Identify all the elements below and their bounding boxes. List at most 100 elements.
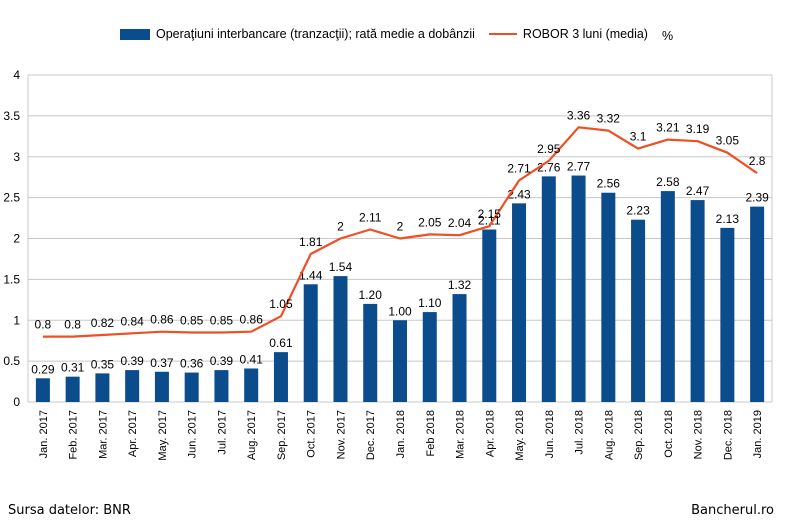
bar-data-label: 2.56 xyxy=(597,177,621,191)
y-tick-label: 2 xyxy=(13,232,20,246)
bar xyxy=(214,370,229,402)
line-data-label: 2 xyxy=(337,220,344,234)
x-tick-label: Apr. 2018 xyxy=(484,410,496,457)
legend-item-line: ROBOR 3 luni (media) xyxy=(488,27,648,41)
x-tick-label: Oct. 2017 xyxy=(306,410,318,458)
bar-data-labels: 0.29 0.31 0.35 0.39 0.37 0.36 0.39 0.41 0.61 1.44… xyxy=(31,160,769,377)
bar-data-label: 1.20 xyxy=(359,288,383,302)
x-tick-label: Jun. 2017 xyxy=(187,410,199,458)
x-tick-label: Oct. 2018 xyxy=(663,410,675,458)
bar-data-label: 2.13 xyxy=(716,212,740,226)
legend-bar-swatch xyxy=(120,28,150,40)
line-data-label: 2.95 xyxy=(537,142,561,156)
legend: Operaţiuni interbancare (tranzacţii); ra… xyxy=(120,27,662,41)
bar xyxy=(333,276,348,402)
x-tick-label: Feb. 2017 xyxy=(68,410,80,460)
bar xyxy=(154,371,169,402)
line-data-label: 0.8 xyxy=(35,318,52,332)
bar-data-label: 0.31 xyxy=(61,361,85,375)
y-tick-label: 1 xyxy=(13,313,20,327)
bar xyxy=(482,229,497,402)
bar xyxy=(35,378,50,402)
line-data-label: 0.86 xyxy=(150,313,174,327)
legend-item-bars: Operaţiuni interbancare (tranzacţii); ra… xyxy=(120,27,475,41)
line-data-label: 3.21 xyxy=(656,121,680,135)
legend-line-label: ROBOR 3 luni (media) xyxy=(522,27,648,41)
y-tick-label: 2.5 xyxy=(3,191,20,205)
bar-data-label: 2.47 xyxy=(686,184,710,198)
x-tick-label: Jun. 2018 xyxy=(544,410,556,458)
line-data-label: 3.19 xyxy=(686,122,710,136)
x-tick-label: Mar. 2018 xyxy=(455,410,467,459)
line-data-label: 2.71 xyxy=(507,161,531,175)
y-tick-label: 1.5 xyxy=(3,272,20,286)
bar-data-label: 1.44 xyxy=(299,268,323,282)
brand-label: Bancherul.ro xyxy=(691,503,774,518)
line-data-label: 2.05 xyxy=(418,215,442,229)
line-data-label: 2.11 xyxy=(359,211,382,225)
bar xyxy=(273,352,288,402)
bar-data-label: 2.77 xyxy=(567,160,591,174)
line-data-label: 1.81 xyxy=(299,235,323,249)
bar-data-label: 0.41 xyxy=(240,352,264,366)
bar-data-label: 2.58 xyxy=(656,175,680,189)
y-tick-label: 4 xyxy=(13,68,20,82)
x-tick-label: Jul. 2018 xyxy=(574,410,586,455)
x-tick-label: Sep. 2017 xyxy=(276,410,288,460)
line-data-label: 2.8 xyxy=(749,154,766,168)
line-data-label: 0.82 xyxy=(91,316,115,330)
x-tick-label: Nov. 2017 xyxy=(335,410,347,459)
line-data-labels: 0.8 0.8 0.82 0.84 0.86 0.85 0.85 0.861.051.8122… xyxy=(35,108,766,331)
y-tick-label: 0.5 xyxy=(3,354,20,368)
line-data-label: 0.86 xyxy=(240,313,264,327)
x-tick-label: Apr. 2017 xyxy=(127,410,139,457)
bar xyxy=(363,303,378,402)
bar xyxy=(631,219,646,402)
y-tick-label: 0 xyxy=(13,395,20,409)
line-data-label: 0.85 xyxy=(180,314,204,328)
y-tick-label: 3.5 xyxy=(3,109,20,123)
x-tick-label: Dec. 2017 xyxy=(365,410,377,460)
line-data-label: 3.32 xyxy=(597,112,621,126)
x-tick-label: Feb 2018 xyxy=(425,410,437,456)
x-tick-label: Dec. 2018 xyxy=(722,410,734,460)
line-data-label: 0.85 xyxy=(210,314,234,328)
y-tick-label: 3 xyxy=(13,150,20,164)
x-tick-label: Jan. 2017 xyxy=(38,410,50,458)
bar xyxy=(541,176,556,402)
bar xyxy=(422,312,437,402)
x-tick-label: Sep. 2018 xyxy=(633,410,645,460)
x-tick-label: Jul. 2017 xyxy=(216,410,228,455)
legend-line-swatch xyxy=(488,33,517,35)
line-data-label: 2 xyxy=(397,220,404,234)
bar xyxy=(393,320,407,402)
line-data-label: 3.36 xyxy=(567,108,591,122)
bar-data-label: 0.39 xyxy=(120,354,144,368)
x-tick-label: Jan. 2018 xyxy=(395,410,407,458)
bar-data-label: 1.54 xyxy=(329,260,353,274)
legend-bar-label: Operaţiuni interbancare (tranzacţii); ra… xyxy=(156,27,475,41)
bar xyxy=(184,372,199,402)
bar xyxy=(720,227,735,402)
x-tick-label: Aug. 2017 xyxy=(246,410,258,460)
unit-label: % xyxy=(662,29,674,43)
line-data-label: 3.1 xyxy=(630,130,647,144)
bar-data-label: 1.32 xyxy=(448,278,472,292)
x-tick-label: Jan. 2019 xyxy=(752,410,764,458)
bar-data-label: 0.37 xyxy=(150,356,174,370)
bar xyxy=(95,373,110,402)
bar-data-label: 0.29 xyxy=(31,362,55,376)
source-note: Sursa datelor: BNR xyxy=(8,503,131,518)
bar-data-label: 2.39 xyxy=(745,191,769,205)
y-axis-ticks: 0 0.5 1 1.5 2 2.5 3 3.5 4 xyxy=(3,68,20,409)
bar-data-label: 2.23 xyxy=(626,204,650,218)
line-data-label: 2.04 xyxy=(448,216,472,230)
x-tick-label: May. 2017 xyxy=(157,410,169,461)
bar-data-label: 1.00 xyxy=(388,304,412,318)
bar xyxy=(244,368,259,402)
line-data-label: 0.84 xyxy=(120,314,144,328)
x-tick-label: Mar. 2017 xyxy=(97,410,109,459)
x-axis-ticks: Jan. 2017 Feb. 2017 Mar. 2017 Apr. 2017 May.… xyxy=(38,410,764,461)
bar xyxy=(125,370,140,402)
